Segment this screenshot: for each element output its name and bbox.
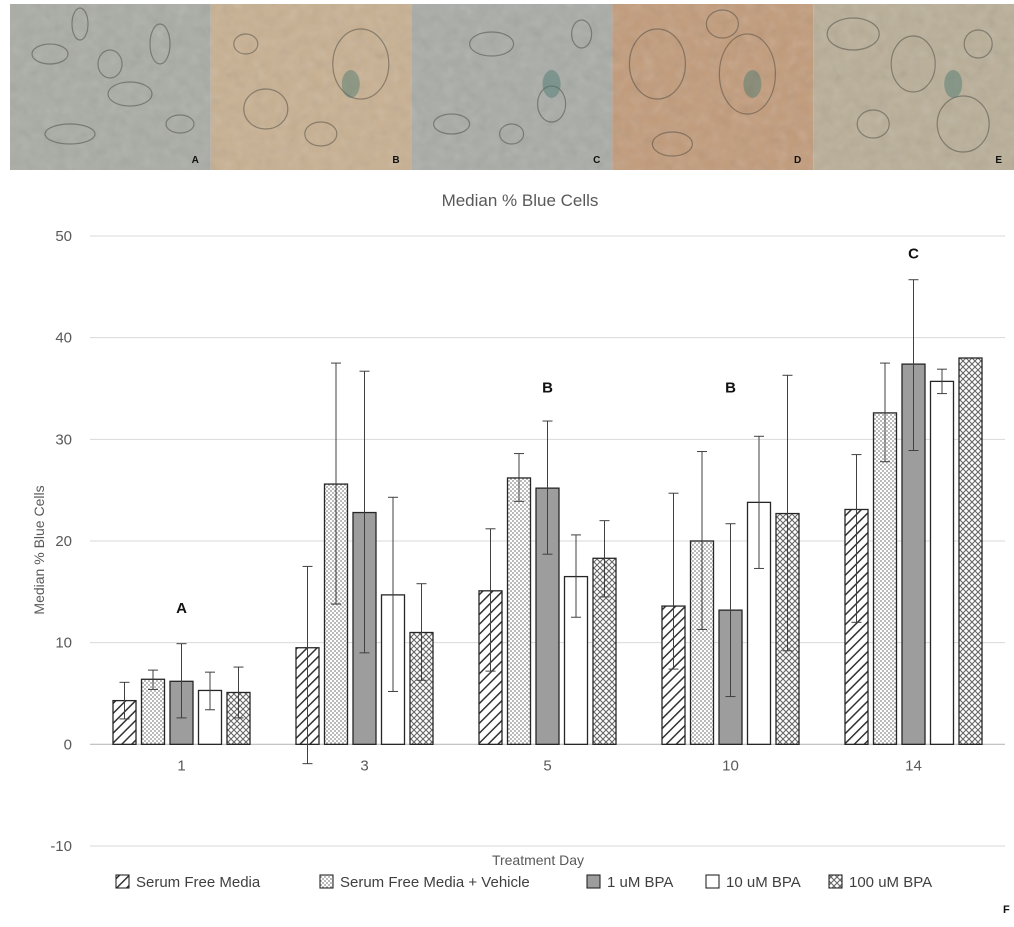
bar xyxy=(958,357,983,745)
micrograph-label: A xyxy=(192,155,199,166)
legend-label: 10 uM BPA xyxy=(726,874,801,891)
x-axis-title: Treatment Day xyxy=(492,852,584,868)
error-bar xyxy=(599,520,610,598)
bar xyxy=(929,380,955,745)
error-bar xyxy=(176,643,187,719)
error-bar xyxy=(148,669,158,690)
x-tick-label: 5 xyxy=(543,757,551,774)
y-tick-label: 20 xyxy=(55,533,72,550)
micrograph-label: D xyxy=(794,155,801,166)
error-bar xyxy=(697,451,707,630)
micrograph-label: E xyxy=(995,155,1002,166)
y-tick-label: 30 xyxy=(55,431,72,448)
legend-item: Serum Free Media + Vehicle xyxy=(319,874,530,891)
error-bar xyxy=(571,534,581,618)
error-bar xyxy=(880,362,890,463)
bar xyxy=(506,477,532,745)
error-bar xyxy=(908,279,919,452)
micrograph-panel: D xyxy=(612,4,814,170)
error-bar xyxy=(233,666,244,719)
error-bar xyxy=(119,681,130,720)
bar xyxy=(872,412,898,745)
legend-item: Serum Free Media xyxy=(115,874,261,891)
x-tick-label: 3 xyxy=(360,757,368,774)
y-tick-label: 40 xyxy=(55,330,72,347)
micrograph-panel: C xyxy=(411,4,613,170)
micrograph-label: B xyxy=(392,155,399,166)
error-bar xyxy=(205,671,215,711)
error-bar xyxy=(937,368,947,395)
legend-swatch xyxy=(705,874,720,889)
error-bar xyxy=(725,523,736,698)
bar-chart: Median % Blue Cells 1 3 5 10 14 -10 0 10 20 30 40… xyxy=(0,172,1014,927)
error-bar xyxy=(782,374,793,652)
error-bar xyxy=(668,492,679,670)
legend-swatch xyxy=(586,874,601,889)
legend-item: 10 uM BPA xyxy=(705,874,801,891)
legend-swatch xyxy=(319,874,334,889)
y-tick-label: 50 xyxy=(55,228,72,245)
micrograph-panel: E xyxy=(813,4,1014,170)
error-bar xyxy=(416,583,427,681)
error-bar xyxy=(514,453,524,502)
x-tick-label: 1 xyxy=(177,757,185,774)
micrograph-label: C xyxy=(593,155,600,166)
figure-label: F xyxy=(1003,904,1010,916)
legend-swatch xyxy=(115,874,130,889)
error-bar xyxy=(359,370,370,654)
x-tick-label: 10 xyxy=(722,757,739,774)
significance-letter: B xyxy=(725,380,736,397)
legend-item: 100 uM BPA xyxy=(828,874,932,891)
y-tick-label: 0 xyxy=(64,736,72,753)
legend-item: 1 uM BPA xyxy=(586,874,673,891)
error-bar xyxy=(485,528,496,672)
error-bar xyxy=(754,435,764,569)
legend-label: 100 uM BPA xyxy=(849,874,932,891)
legend: Serum Free Media Serum Free Media + Vehic… xyxy=(115,874,932,891)
error-bar xyxy=(331,362,341,605)
micrograph-strip: A B C D E xyxy=(10,4,1014,170)
y-tick-label: -10 xyxy=(50,838,72,855)
error-bar xyxy=(851,454,862,623)
significance-letter: C xyxy=(908,245,919,262)
micrograph-panel: B xyxy=(210,4,412,170)
error-bar xyxy=(542,420,553,555)
chart-title: Median % Blue Cells xyxy=(442,191,599,210)
y-axis-title: Median % Blue Cells xyxy=(31,485,47,614)
legend-swatch xyxy=(828,874,843,889)
significance-letter: B xyxy=(542,380,553,397)
error-bar xyxy=(302,565,313,765)
legend-label: Serum Free Media + Vehicle xyxy=(340,874,530,891)
x-tick-label: 14 xyxy=(905,757,922,774)
micrograph-panel: A xyxy=(10,4,211,170)
error-bar xyxy=(388,496,398,692)
legend-label: 1 uM BPA xyxy=(607,874,673,891)
significance-letter: A xyxy=(176,600,187,617)
legend-label: Serum Free Media xyxy=(136,874,261,891)
y-tick-label: 10 xyxy=(55,635,72,652)
